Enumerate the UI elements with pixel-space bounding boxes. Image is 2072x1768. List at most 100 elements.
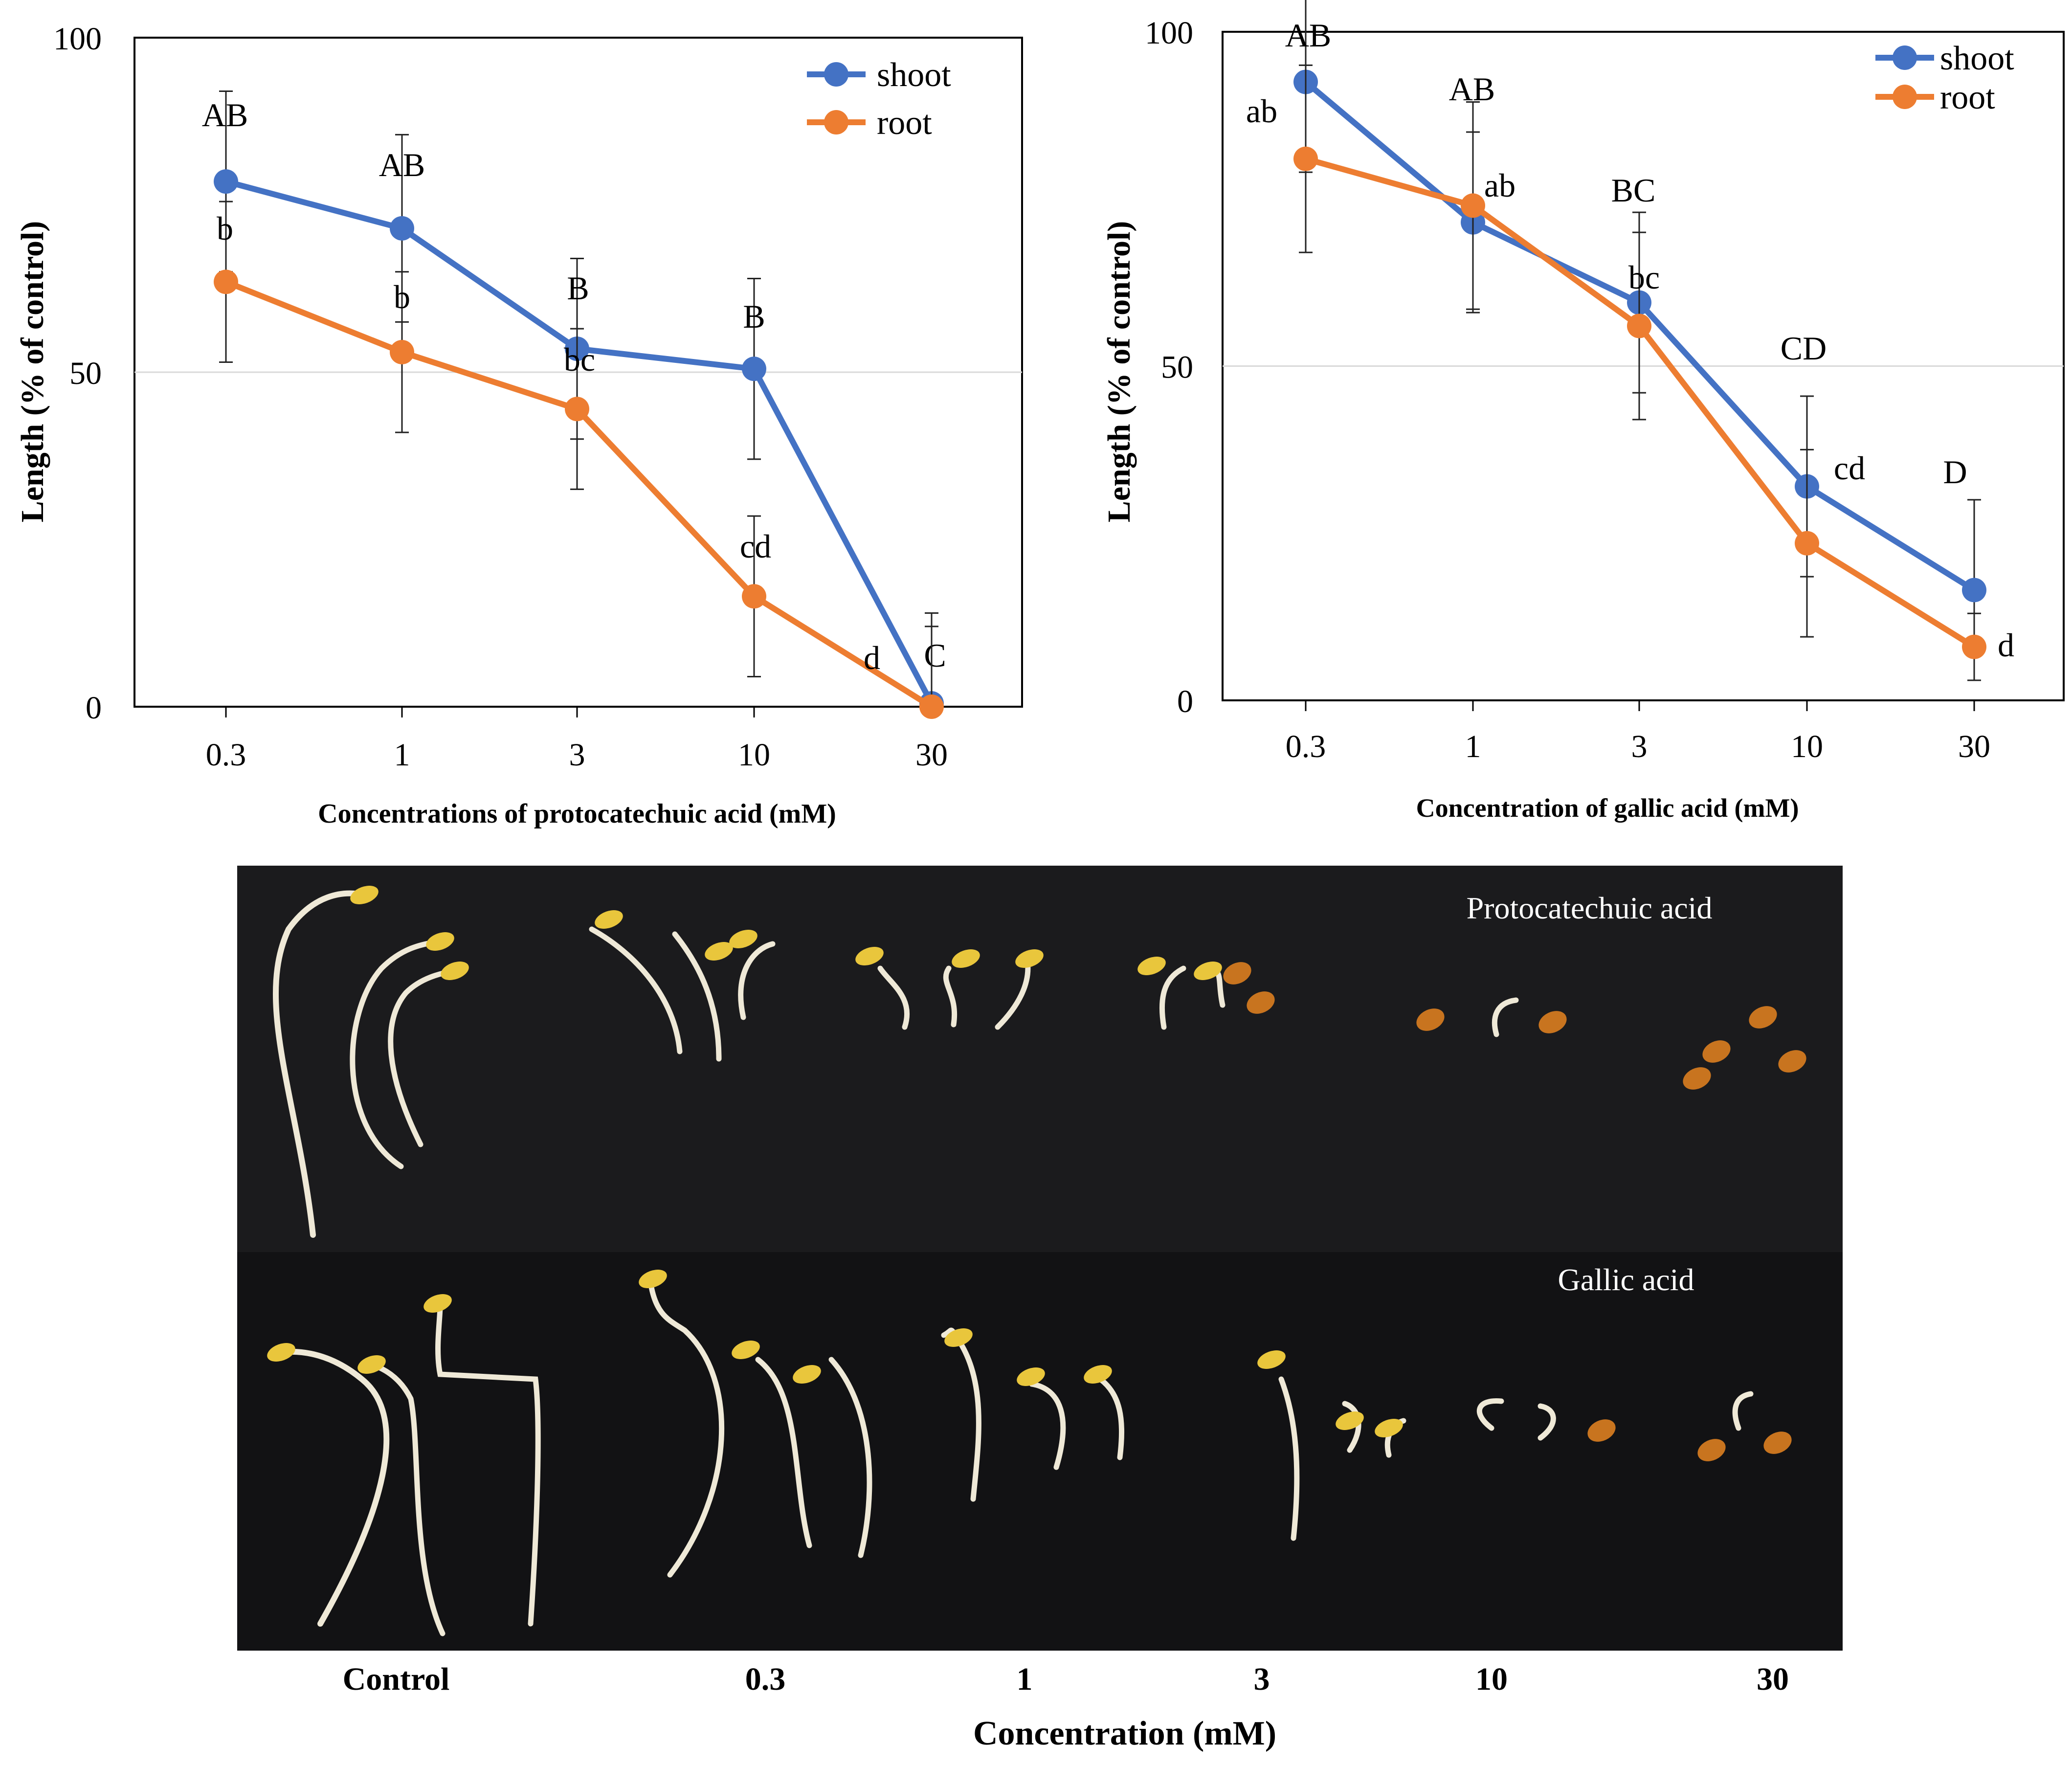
series-root: b b bc cd d (214, 201, 944, 719)
series-root: ab ab bc cd d (1246, 64, 2014, 681)
seedling (1537, 1403, 1556, 1441)
x-axis-label: Concentration of gallic acid (mM) (1416, 793, 1799, 823)
data-point-root (919, 694, 944, 719)
x-tick-label: 10 (1791, 729, 1823, 764)
data-point-root (1627, 313, 1651, 338)
photo-col-0.3: 0.3 (745, 1661, 786, 1697)
data-point-root (1293, 146, 1318, 171)
seedlings (267, 886, 1806, 1636)
significance-letter-shoot: B (743, 298, 765, 335)
legend-label: shoot (877, 56, 951, 94)
x-axis-label: Concentrations of protocatechuic acid (m… (318, 799, 836, 829)
y-axis-label: Length (% of control) (15, 221, 50, 523)
significance-letter-root: ab (1484, 167, 1515, 204)
seedling (738, 941, 776, 1020)
photo-panel-bottom (237, 1252, 1843, 1651)
photo-panel-top (237, 866, 1843, 1252)
seed (1778, 1050, 1806, 1073)
photo-label-protocatechuic: Protocatechuic acid (1467, 891, 1713, 925)
seed (1683, 1067, 1711, 1090)
seed (1763, 1432, 1792, 1454)
significance-letter-root: ab (1246, 92, 1277, 130)
photo-col-10: 10 (1475, 1661, 1508, 1697)
seedling (272, 890, 367, 1238)
significance-letter-root: d (1998, 627, 2014, 664)
x-tick-label: 10 (738, 737, 770, 773)
seedling (672, 931, 722, 1062)
cotyledon (357, 1355, 386, 1374)
legend-label: root (1940, 79, 1995, 116)
significance-letter-root: bc (564, 341, 595, 378)
cotyledon (441, 962, 469, 980)
photo-col-control: Control (343, 1661, 450, 1697)
cotyledon (423, 1294, 452, 1313)
significance-letter-root: b (394, 278, 410, 315)
data-point-shoot (390, 216, 414, 241)
seedling (1732, 1391, 1754, 1431)
significance-letter-shoot: B (567, 269, 589, 307)
data-point-root (214, 269, 238, 294)
data-point-root (1795, 531, 1819, 556)
chart-gallic-acid: 0 50 100 0.3 1 3 10 30 Concentration of gallic a… (1101, 0, 2065, 823)
cotyledon (426, 932, 454, 951)
photo-col-3: 3 (1254, 1661, 1270, 1697)
seed (1538, 1011, 1567, 1033)
significance-letter-shoot: CD (1781, 330, 1827, 367)
cotyledon (267, 1343, 295, 1362)
seedling (1476, 1398, 1504, 1431)
seedling (435, 1303, 541, 1627)
seedling (1097, 1376, 1125, 1460)
significance-letter-shoot: AB (202, 96, 248, 134)
seedling (941, 1327, 981, 1502)
seedling (1492, 997, 1519, 1037)
cotyledon (1017, 1367, 1045, 1386)
cotyledon (595, 910, 623, 929)
legend-swatch-marker (1893, 85, 1917, 109)
seed (1247, 991, 1275, 1014)
x-tick-label: 30 (1958, 729, 1990, 764)
seedling (1029, 1381, 1066, 1470)
cotyledon (793, 1365, 821, 1384)
cotyledon (1084, 1365, 1112, 1384)
significance-letter-root: b (217, 210, 233, 247)
cotyledon (729, 930, 758, 948)
significance-letter-root: cd (740, 528, 771, 565)
significance-letter-shoot: D (1943, 453, 1967, 491)
photo-label-gallic: Gallic acid (1558, 1262, 1694, 1297)
seedling (828, 1357, 872, 1558)
photo-col-1: 1 (1017, 1661, 1033, 1697)
seedling (877, 965, 910, 1030)
legend-swatch-marker (1893, 45, 1917, 70)
cotyledon (1015, 949, 1044, 968)
y-tick-label: 0 (1177, 684, 1193, 719)
cotyledon (732, 1341, 760, 1359)
cotyledon (1375, 1419, 1403, 1437)
y-tick-label: 0 (86, 690, 102, 726)
y-tick-label: 100 (53, 21, 102, 57)
significance-letter-shoot: AB (379, 146, 425, 183)
data-point-shoot (1962, 578, 1986, 603)
cotyledon (1194, 962, 1222, 980)
cotyledon (1336, 1411, 1364, 1430)
seed (1749, 1006, 1777, 1029)
cotyledon (1137, 957, 1166, 975)
seedling (388, 968, 458, 1147)
x-tick-label: 0.3 (206, 737, 246, 773)
significance-letter-root: bc (1628, 259, 1660, 296)
seed (1223, 962, 1251, 985)
data-point-root (565, 397, 589, 422)
seed (1702, 1040, 1731, 1063)
seedling (1159, 965, 1186, 1030)
y-tick-label: 50 (1161, 350, 1193, 385)
seed (1587, 1419, 1616, 1442)
y-tick-label: 100 (1145, 15, 1193, 51)
y-tick-label: 50 (69, 356, 102, 391)
significance-letter-root: cd (1834, 449, 1865, 487)
cotyledon (855, 947, 884, 965)
seedling (350, 939, 443, 1169)
seed (1416, 1008, 1445, 1031)
cotyledon (952, 949, 980, 968)
x-tick-label: 3 (1631, 729, 1648, 764)
x-tick-label: 3 (569, 737, 585, 773)
y-axis-label: Length (% of control) (1101, 221, 1137, 523)
